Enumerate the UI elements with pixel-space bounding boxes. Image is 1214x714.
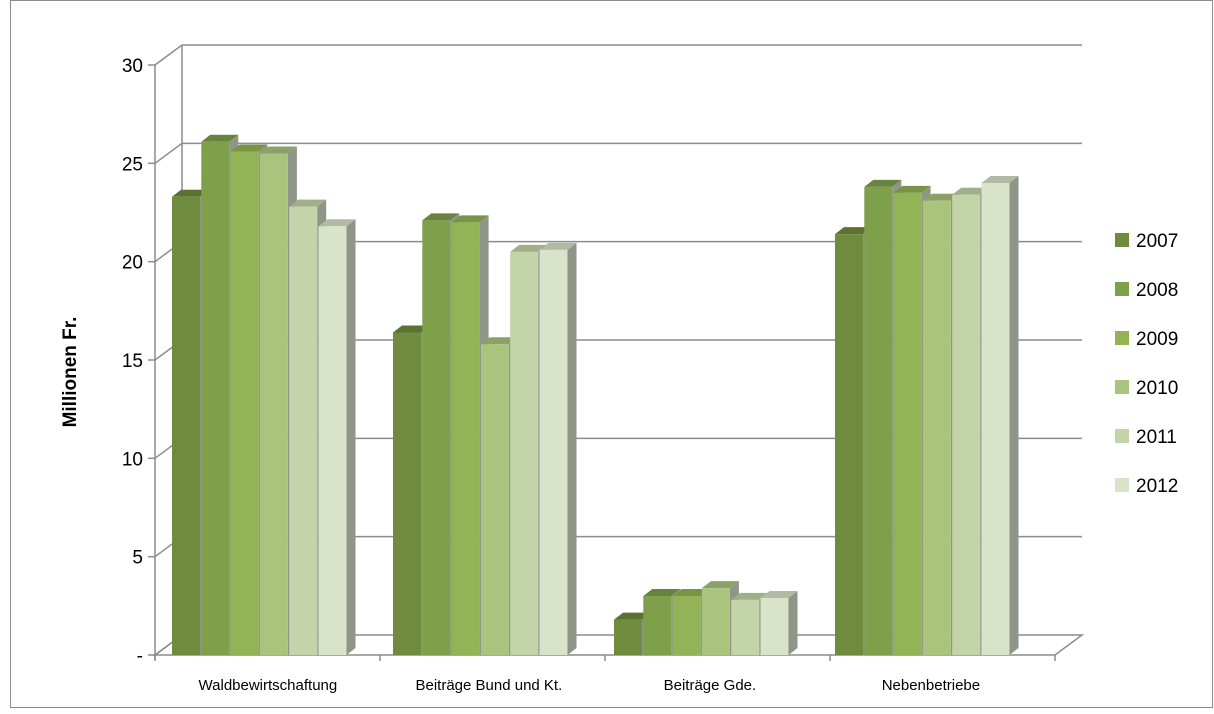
legend-item: 2010 <box>1115 378 1178 399</box>
bar-front <box>393 332 421 655</box>
bar-front <box>952 194 981 656</box>
y-tick-label: 5 <box>132 548 143 569</box>
bar-front <box>893 192 922 656</box>
gridline-diagonal <box>154 44 183 66</box>
bar-front <box>230 151 259 656</box>
bar-top <box>422 213 460 221</box>
legend-item: 2012 <box>1115 476 1178 497</box>
bar-top <box>981 176 1019 183</box>
bar-top <box>539 242 577 250</box>
bar-top <box>259 146 297 154</box>
bar-top <box>760 590 798 598</box>
legend-item: 2007 <box>1115 231 1178 252</box>
y-axis-title: Millionen Fr. <box>60 317 81 428</box>
legend-label: 2009 <box>1136 329 1178 350</box>
bar-side <box>1009 176 1019 655</box>
y-tick-label: 15 <box>122 351 143 372</box>
bar-front <box>539 249 568 655</box>
bar <box>760 590 798 655</box>
legend-swatch <box>1115 380 1129 394</box>
bar-front <box>614 619 642 655</box>
x-category-label: Beiträge Bund und Kt. <box>416 677 563 694</box>
bar-top <box>318 219 356 227</box>
bar-front <box>318 226 347 655</box>
bar-top <box>230 144 268 152</box>
y-tick-label: 10 <box>122 449 143 470</box>
bar-side <box>788 590 798 655</box>
bar-front <box>922 200 951 655</box>
gridline-diagonal <box>154 142 183 164</box>
bar-front <box>760 597 789 655</box>
bar-top <box>393 325 430 333</box>
bar-top <box>172 189 209 197</box>
legend: 2007 2008 2009 2010 2011 2012 <box>1115 231 1178 497</box>
bar-top <box>952 187 990 195</box>
bar <box>318 219 356 655</box>
bar-front <box>422 220 451 655</box>
bar-front <box>701 588 730 655</box>
bar-top <box>893 185 931 193</box>
bar-front <box>172 196 200 655</box>
axis-layer <box>148 64 1056 661</box>
bar-front <box>835 234 863 655</box>
y-tick-label: 20 <box>122 253 143 274</box>
bar-front <box>480 344 509 655</box>
bar-top <box>451 215 489 223</box>
bar-front <box>981 183 1010 655</box>
bars-layer <box>172 134 1019 656</box>
bar-front <box>259 153 288 655</box>
bar-top <box>731 592 769 600</box>
bar-front <box>201 141 230 655</box>
bar-front <box>864 186 893 655</box>
legend-swatch <box>1115 429 1129 443</box>
bar-top <box>201 134 239 142</box>
x-category-label: Waldbewirtschaftung <box>199 677 338 694</box>
bar-top <box>614 612 651 620</box>
legend-swatch <box>1115 233 1129 247</box>
legend-label: 2010 <box>1136 378 1178 399</box>
bar-top <box>864 179 902 187</box>
bar-top <box>289 199 327 207</box>
bar-top <box>922 193 960 201</box>
legend-label: 2012 <box>1136 476 1178 497</box>
legend-label: 2011 <box>1136 427 1177 448</box>
bar-front <box>289 206 318 655</box>
legend-swatch <box>1115 282 1129 296</box>
bar <box>539 242 577 655</box>
legend-swatch <box>1115 331 1129 345</box>
bar-front <box>672 596 701 655</box>
bar-front <box>643 596 672 655</box>
bar-top <box>643 589 681 596</box>
legend-swatch <box>1115 478 1129 492</box>
bar-side <box>346 219 356 655</box>
legend-label: 2008 <box>1136 280 1178 301</box>
y-tick-label: - <box>137 646 143 667</box>
bar-front <box>510 251 539 656</box>
x-category-label: Nebenbetriebe <box>882 677 980 694</box>
bar-side <box>567 242 577 655</box>
bar-top <box>480 337 518 345</box>
bar-top <box>510 244 548 252</box>
legend-item: 2009 <box>1115 329 1178 350</box>
legend-item: 2011 <box>1115 427 1177 448</box>
legend-label: 2007 <box>1136 231 1178 252</box>
bar-top <box>835 227 872 235</box>
bar-front <box>731 599 760 655</box>
x-category-label: Beiträge Gde. <box>664 677 757 694</box>
bar-top <box>701 581 739 589</box>
y-tick-label: 25 <box>122 154 143 175</box>
labels-layer: - 5 10 15 20 25 30 Waldbewirtschaftung Beiträge … <box>122 56 980 694</box>
bar-top <box>672 589 710 596</box>
bar-front <box>451 222 480 656</box>
bar <box>981 176 1019 655</box>
y-tick-label: 30 <box>122 56 143 77</box>
legend-item: 2008 <box>1115 280 1178 301</box>
